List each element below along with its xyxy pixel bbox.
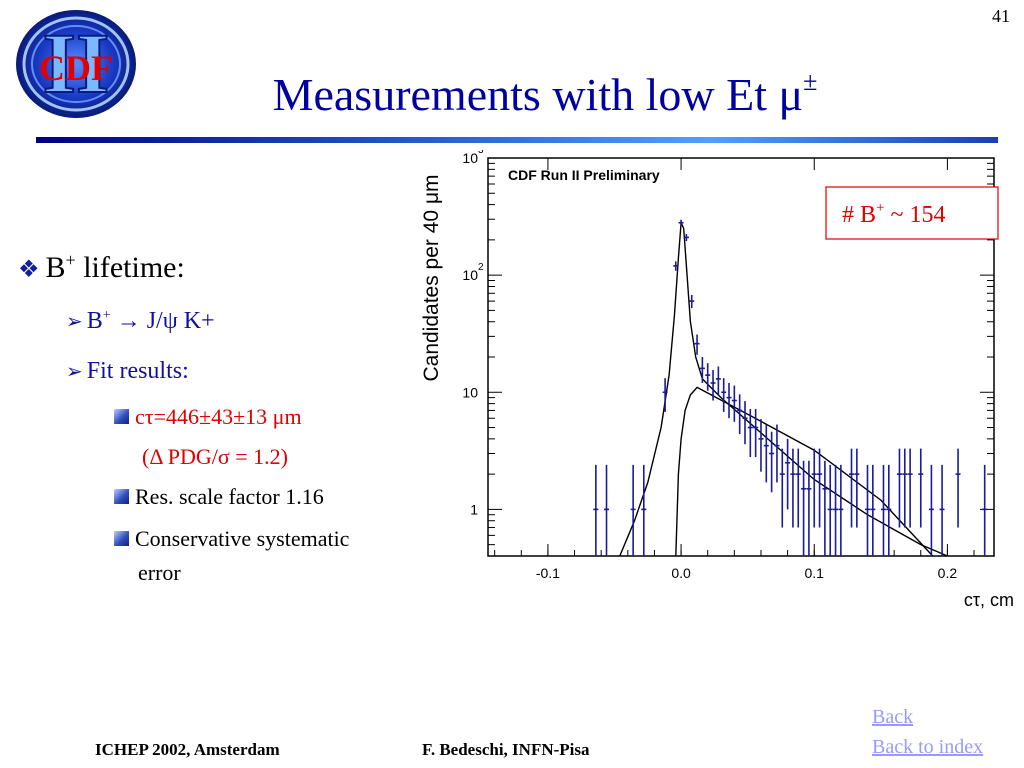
title-rule — [36, 137, 998, 143]
bullet-scale-factor: Res. scale factor 1.16 — [114, 484, 324, 510]
y-tick-label: 10 — [462, 384, 478, 400]
y-tick-label: 1 — [470, 501, 478, 517]
y-tick-label: 10 — [462, 150, 478, 166]
x-tick-label: 0.0 — [671, 565, 691, 581]
arrow-bullet-icon: ➢ — [66, 311, 83, 333]
fit-curve-2 — [675, 386, 934, 557]
bullet-decay: ➢ B+ → J/ψ K+ — [66, 308, 215, 334]
footer-conference: ICHEP 2002, Amsterdam — [95, 740, 280, 759]
slide-title: Measurements with low Et μ± — [272, 67, 818, 120]
logo-roman: II — [43, 15, 110, 111]
x-tick-label: 0.1 — [805, 565, 825, 581]
data-points — [593, 219, 988, 556]
bullet-fit-results: ➢ Fit results: — [66, 358, 189, 384]
slide-number: 41 — [992, 6, 1010, 26]
pdg-deviation: (Δ PDG/σ = 1.2) — [142, 444, 288, 469]
fit-curve-1 — [619, 222, 948, 557]
chart-title: CDF Run II Preliminary — [508, 167, 660, 183]
back-link[interactable]: Back — [872, 706, 914, 728]
annotation-box: # B+ ~ 154 — [825, 186, 999, 240]
square-bullet-icon — [114, 489, 129, 504]
y-tick-label: 10 — [462, 267, 478, 283]
x-tick-label: -0.1 — [536, 565, 560, 581]
logo-text: CDF — [39, 48, 113, 88]
bullet-systematic-cont: error — [138, 560, 181, 585]
annotation-text: # B+ ~ 154 — [842, 200, 945, 228]
back-to-index-link[interactable]: Back to index — [872, 736, 984, 758]
y-tick-exponent: 2 — [478, 262, 484, 273]
x-tick-label: 0.2 — [938, 565, 958, 581]
bullet-ctau: cτ=446±43±13 μm — [114, 404, 302, 430]
square-bullet-icon — [114, 409, 129, 424]
footer-author: F. Bedeschi, INFN-Pisa — [422, 740, 590, 759]
fit-curves — [619, 222, 948, 557]
bullet-lifetime: ❖ B+ lifetime: — [18, 250, 185, 284]
square-bullet-icon — [114, 531, 129, 546]
diamond-bullet-icon: ❖ — [18, 257, 40, 283]
bullet-systematic: Conservative systematic — [114, 526, 349, 552]
y-axis-label: Candidates per 40 μm — [420, 174, 443, 381]
x-axis-label: cτ, cm — [964, 590, 1014, 610]
cdf-logo: II CDF — [16, 10, 136, 118]
arrow-bullet-icon: ➢ — [66, 361, 83, 383]
lifetime-plot: -0.1 0.0 0.1 0.2 10 3 10 2 10 1 CDF Run II Prelim… — [410, 145, 1022, 620]
y-tick-exponent: 3 — [478, 150, 484, 156]
